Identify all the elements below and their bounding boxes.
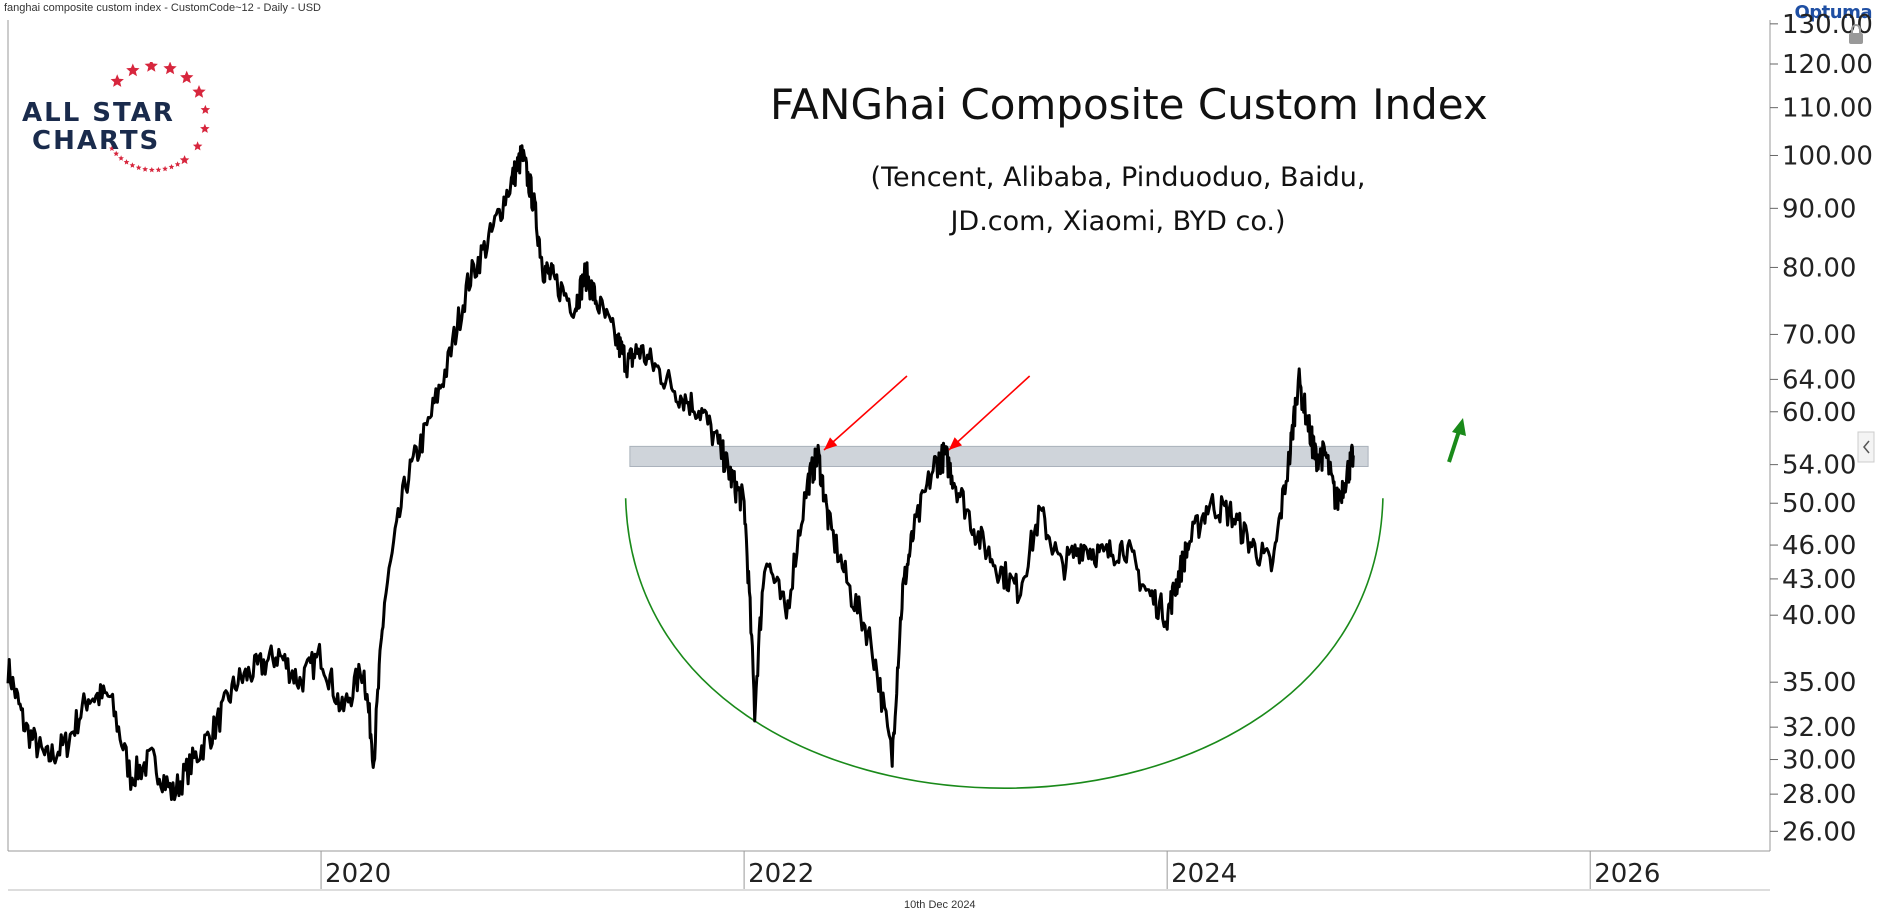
x-tick-label: 2024 (1171, 859, 1237, 889)
y-tick-3: 100.00 (1770, 141, 1873, 171)
x-tick-label: 2022 (748, 859, 814, 889)
logo-line2: CHARTS (32, 126, 161, 156)
y-tick-label: 40.00 (1782, 601, 1856, 631)
y-tick-8: 60.00 (1770, 398, 1856, 428)
x-tick-0: 2020 (320, 851, 391, 889)
y-tick-label: 43.00 (1782, 565, 1856, 595)
logo-small-star-icon (174, 161, 181, 167)
logo-small-star-icon (142, 166, 148, 172)
y-tick-label: 35.00 (1782, 668, 1856, 698)
optuma-brand: Optuma (1794, 2, 1872, 23)
logo-small-star-icon (118, 155, 124, 161)
y-tick-label: 46.00 (1782, 531, 1856, 561)
y-tick-label: 54.00 (1782, 451, 1856, 481)
logo-star-icon (144, 62, 158, 72)
y-tick-label: 50.00 (1782, 489, 1856, 519)
logo-star-icon (163, 62, 177, 75)
resistance-touch-arrow-1 (823, 375, 908, 451)
y-tick-18: 26.00 (1770, 817, 1856, 847)
y-tick-17: 28.00 (1770, 780, 1856, 810)
footer-date: 10th Dec 2024 (904, 899, 976, 911)
y-tick-15: 32.00 (1770, 713, 1856, 743)
y-tick-10: 50.00 (1770, 489, 1856, 519)
logo-star-icon (179, 155, 190, 165)
y-tick-label: 100.00 (1782, 141, 1873, 171)
logo-star-icon (200, 123, 210, 133)
y-tick-6: 70.00 (1770, 320, 1856, 350)
logo-star-icon (200, 104, 211, 114)
logo-small-star-icon (155, 166, 162, 173)
x-tick-label: 2020 (325, 859, 391, 889)
y-tick-2: 110.00 (1770, 94, 1873, 124)
y-tick-16: 30.00 (1770, 746, 1856, 776)
y-tick-11: 46.00 (1770, 531, 1856, 561)
x-tick-label: 2026 (1594, 859, 1660, 889)
y-tick-label: 110.00 (1782, 94, 1873, 124)
x-tick-1: 2022 (743, 851, 814, 889)
y-tick-5: 80.00 (1770, 253, 1856, 283)
logo-star-icon (180, 70, 194, 84)
y-tick-label: 70.00 (1782, 320, 1856, 350)
y-tick-label: 64.00 (1782, 365, 1856, 395)
y-tick-9: 54.00 (1770, 451, 1856, 481)
logo-star-icon (192, 141, 203, 151)
y-tick-label: 28.00 (1782, 780, 1856, 810)
y-tick-13: 40.00 (1770, 601, 1856, 631)
collapse-panel-icon[interactable] (1857, 431, 1875, 463)
chart-header-title: fanghai composite custom index - CustomC… (4, 2, 321, 14)
resistance-zone (629, 445, 1369, 467)
x-tick-2: 2024 (1166, 851, 1237, 889)
y-tick-1: 120.00 (1770, 50, 1873, 80)
rounded-base-curve (624, 498, 1384, 789)
logo-small-star-icon (129, 162, 136, 168)
logo-small-star-icon (148, 167, 155, 173)
y-tick-7: 64.00 (1770, 365, 1856, 395)
logo-small-star-icon (135, 164, 142, 171)
logo-line1: ALL STAR (22, 98, 175, 128)
y-tick-label: 120.00 (1782, 50, 1873, 80)
logo-star-icon (192, 85, 206, 98)
chart-title: FANGhai Composite Custom Index (770, 80, 1488, 129)
y-tick-4: 90.00 (1770, 194, 1856, 224)
y-tick-label: 60.00 (1782, 398, 1856, 428)
y-tick-label: 32.00 (1782, 713, 1856, 743)
y-tick-label: 26.00 (1782, 817, 1856, 847)
all-star-charts-logo: ALL STAR CHARTS (22, 62, 222, 182)
logo-small-star-icon (162, 165, 168, 172)
logo-star-icon (126, 63, 140, 77)
x-tick-3: 2026 (1589, 851, 1660, 889)
y-tick-12: 43.00 (1770, 565, 1856, 595)
chart-subtitle-line2: JD.com, Xiaomi, BYD co.) (950, 206, 1286, 237)
y-tick-label: 90.00 (1782, 194, 1856, 224)
y-tick-label: 30.00 (1782, 746, 1856, 776)
resistance-touch-arrow-2 (948, 375, 1031, 451)
logo-star-icon (110, 74, 124, 87)
lock-icon[interactable] (1849, 24, 1863, 44)
chart-subtitle: (Tencent, Alibaba, Pinduoduo, Baidu, JD.… (868, 156, 1368, 244)
chart-subtitle-line1: (Tencent, Alibaba, Pinduoduo, Baidu, (870, 162, 1366, 193)
logo-small-star-icon (123, 159, 130, 165)
breakout-arrow (1447, 418, 1466, 463)
logo-small-star-icon (168, 164, 175, 170)
y-tick-label: 80.00 (1782, 253, 1856, 283)
y-tick-14: 35.00 (1770, 668, 1856, 698)
